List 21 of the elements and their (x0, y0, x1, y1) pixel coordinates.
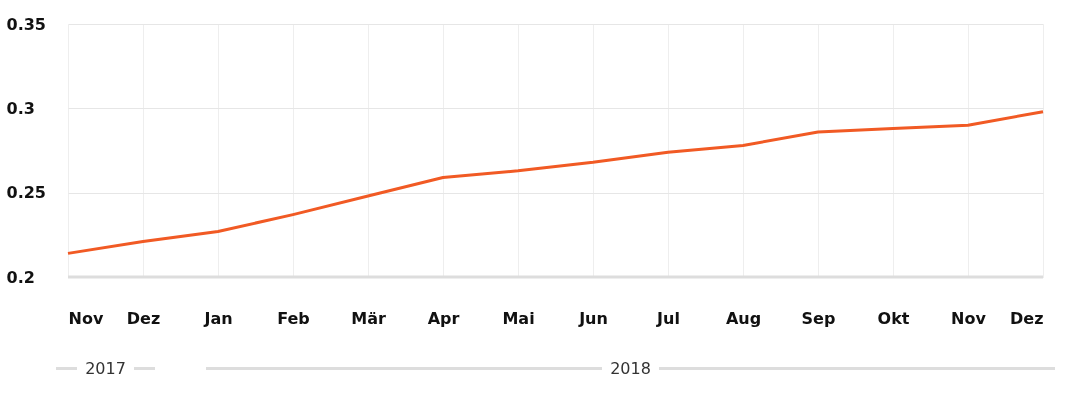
line-series (66, 110, 1045, 255)
y-tick-label: 0.25 (6, 183, 46, 203)
x-tick-label: Feb (277, 308, 310, 328)
text: 2018 (609, 358, 652, 378)
x-tick-label: Nov (951, 308, 987, 328)
x-tick-label: Nov (68, 308, 104, 328)
x-tick-label: Aug (725, 308, 762, 328)
y-tick-label: 0.3 (6, 98, 35, 118)
x-tick-label: Jan (203, 308, 233, 328)
y-tick-label: 0.35 (6, 14, 46, 34)
y-tick-label: 0.2 (6, 267, 35, 287)
x-tick-label: Sep (801, 308, 836, 328)
x-tick-label: Dez (1010, 308, 1044, 328)
x-tick-label: Okt (877, 308, 910, 328)
x-tick-label: Jul (656, 308, 680, 328)
x-tick-label: Dez (126, 308, 161, 328)
x-tick-label: Mär (351, 308, 386, 328)
x-tick-label: Jun (578, 308, 608, 328)
x-tick-label: Apr (427, 308, 460, 328)
text: 2017 (84, 358, 127, 378)
x-tick-label: Mai (502, 308, 535, 328)
